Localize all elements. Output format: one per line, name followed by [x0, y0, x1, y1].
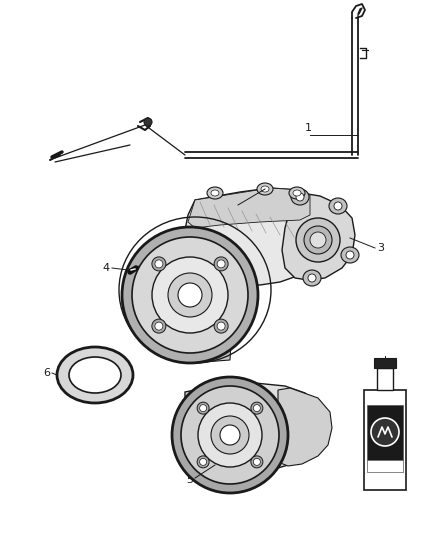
- Ellipse shape: [152, 257, 228, 333]
- Ellipse shape: [181, 386, 279, 484]
- Polygon shape: [185, 188, 318, 285]
- Ellipse shape: [168, 273, 212, 317]
- Ellipse shape: [329, 198, 347, 214]
- Ellipse shape: [211, 416, 249, 454]
- Ellipse shape: [214, 257, 228, 271]
- Ellipse shape: [261, 186, 269, 192]
- Ellipse shape: [122, 227, 258, 363]
- Ellipse shape: [200, 458, 207, 465]
- Ellipse shape: [293, 190, 301, 196]
- Ellipse shape: [257, 183, 273, 195]
- Bar: [367, 405, 403, 460]
- Ellipse shape: [172, 377, 288, 493]
- Text: 4: 4: [103, 263, 110, 273]
- Text: 7: 7: [381, 358, 389, 368]
- Bar: [374, 358, 396, 368]
- Ellipse shape: [144, 118, 152, 126]
- Ellipse shape: [303, 270, 321, 286]
- Ellipse shape: [132, 237, 248, 353]
- Ellipse shape: [296, 218, 340, 262]
- Ellipse shape: [220, 425, 240, 445]
- Ellipse shape: [310, 232, 326, 248]
- Ellipse shape: [346, 251, 354, 259]
- Ellipse shape: [69, 357, 121, 393]
- Ellipse shape: [57, 347, 133, 403]
- Polygon shape: [188, 188, 310, 228]
- Text: 1: 1: [305, 123, 312, 133]
- Polygon shape: [148, 252, 235, 363]
- Polygon shape: [278, 388, 332, 466]
- Ellipse shape: [253, 458, 260, 465]
- Ellipse shape: [334, 202, 342, 210]
- Ellipse shape: [251, 402, 263, 414]
- Ellipse shape: [155, 260, 163, 268]
- Bar: [367, 460, 403, 472]
- Ellipse shape: [289, 187, 305, 199]
- Ellipse shape: [207, 187, 223, 199]
- Bar: [364, 390, 406, 490]
- Bar: [377, 368, 393, 390]
- Ellipse shape: [308, 274, 316, 282]
- Polygon shape: [282, 192, 355, 280]
- Ellipse shape: [178, 283, 202, 307]
- Text: 6: 6: [43, 368, 50, 378]
- Ellipse shape: [198, 403, 262, 467]
- Ellipse shape: [155, 322, 163, 330]
- Polygon shape: [185, 383, 322, 470]
- Ellipse shape: [371, 418, 399, 446]
- Text: 3: 3: [377, 243, 384, 253]
- Text: 2: 2: [223, 195, 230, 205]
- Ellipse shape: [214, 319, 228, 333]
- Ellipse shape: [291, 189, 309, 205]
- Ellipse shape: [341, 247, 359, 263]
- Ellipse shape: [253, 405, 260, 411]
- Ellipse shape: [197, 402, 209, 414]
- Ellipse shape: [152, 257, 166, 271]
- Ellipse shape: [211, 190, 219, 196]
- Ellipse shape: [304, 226, 332, 254]
- Ellipse shape: [296, 193, 304, 201]
- Ellipse shape: [200, 405, 207, 411]
- Ellipse shape: [197, 456, 209, 468]
- Ellipse shape: [217, 322, 225, 330]
- Text: 5: 5: [186, 475, 193, 485]
- Ellipse shape: [152, 319, 166, 333]
- Ellipse shape: [217, 260, 225, 268]
- Ellipse shape: [251, 456, 263, 468]
